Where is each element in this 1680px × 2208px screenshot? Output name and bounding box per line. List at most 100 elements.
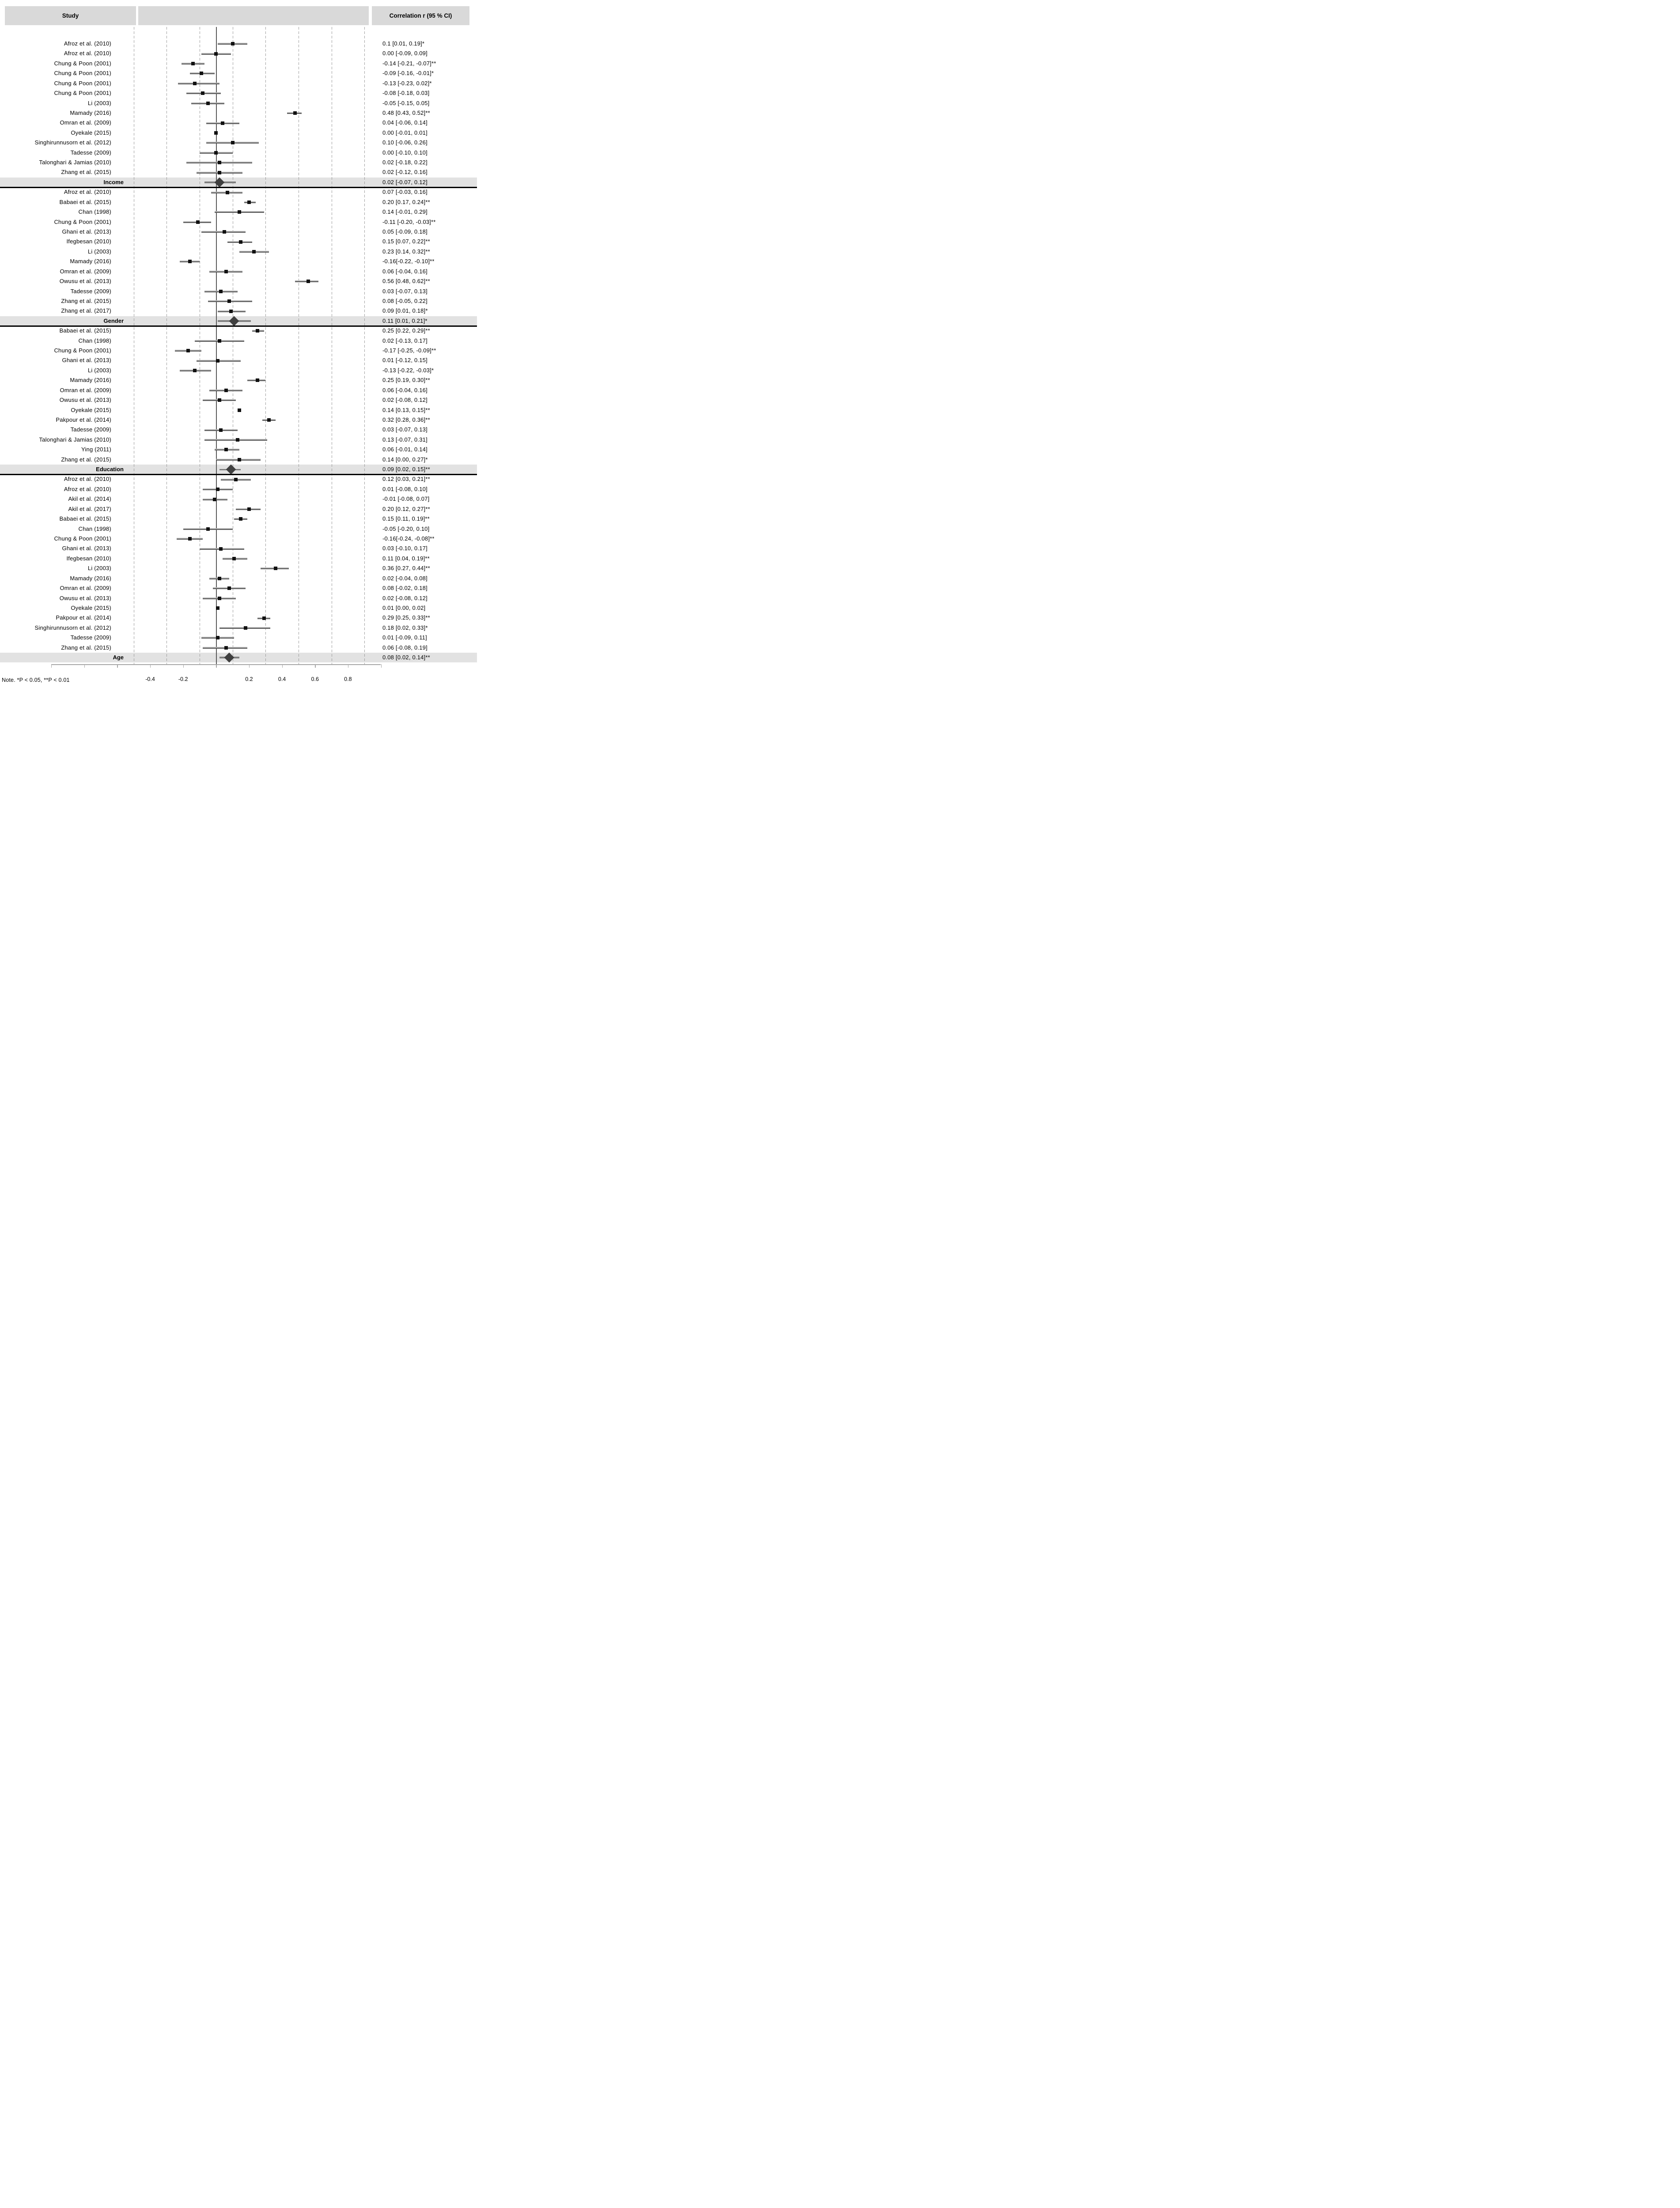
effect-label: 0.00 [-0.10, 0.10] (382, 149, 428, 156)
effect-marker (219, 289, 223, 293)
effect-marker (237, 210, 241, 214)
effect-label: 0.56 [0.48, 0.62]** (382, 278, 430, 285)
effect-marker (217, 170, 221, 174)
study-name: Zhang et al. (2015) (61, 297, 111, 304)
effect-label: 0.02 [-0.13, 0.17] (382, 337, 428, 344)
study-row: Singhirunnusorn et al. (2012) 0.18 [0.02,… (0, 623, 477, 633)
effect-marker (231, 141, 235, 145)
effect-label: -0.13 [-0.23, 0.02]* (382, 79, 432, 87)
study-name: Mamady (2016) (70, 109, 111, 116)
effect-label: 0.00 [-0.09, 0.09] (382, 50, 428, 57)
study-name: Babaei et al. (2015) (59, 327, 111, 334)
study-row: Chan (1998) 0.02 [-0.13, 0.17] (0, 336, 477, 346)
column-header-correlation: Correlation r (95 % CI) (372, 6, 469, 25)
study-row: Zhang et al. (2015) 0.02 [-0.12, 0.16] (0, 167, 477, 177)
study-name: Ghani et al. (2013) (62, 357, 111, 364)
effect-marker (306, 280, 310, 284)
effect-label: 0.11 [0.04, 0.19]** (382, 555, 430, 562)
gridline (265, 27, 266, 664)
effect-label: 0.29 [0.25, 0.33]** (382, 614, 430, 621)
study-name: Zhang et al. (2017) (61, 307, 111, 314)
effect-marker (216, 636, 220, 640)
study-row: Oyekale (2015) 0.01 [0.00, 0.02] (0, 603, 477, 613)
study-row: Owusu et al. (2013) 0.02 [-0.08, 0.12] (0, 594, 477, 603)
effect-marker (221, 121, 225, 125)
study-row: Tadesse (2009) 0.03 [-0.07, 0.13] (0, 287, 477, 296)
study-row: Afroz et al. (2010) 0.01 [-0.08, 0.10] (0, 484, 477, 494)
study-row: Ifegbesan (2010) 0.15 [0.07, 0.22]** (0, 237, 477, 246)
effect-marker (235, 438, 239, 442)
effect-label: -0.05 [-0.20, 0.10] (382, 525, 430, 532)
section-label: Gender (103, 317, 124, 324)
effect-label: 0.03 [-0.07, 0.13] (382, 287, 428, 295)
study-name: Chung & Poon (2001) (54, 347, 111, 354)
effect-marker (224, 388, 228, 392)
study-name: Talonghari & Jamias (2010) (39, 436, 111, 443)
effect-marker (188, 537, 192, 541)
study-name: Oyekale (2015) (71, 406, 111, 413)
effect-label: 0.09 [0.01, 0.18]* (382, 307, 428, 314)
section-label: Education (96, 466, 124, 473)
x-axis-line (51, 664, 381, 665)
study-name: Oyekale (2015) (71, 604, 111, 611)
study-row: Chan (1998) -0.05 [-0.20, 0.10] (0, 524, 477, 534)
summary-diamond (229, 316, 239, 326)
effect-marker (237, 408, 241, 412)
effect-marker (199, 72, 203, 76)
section-label: Age (113, 654, 124, 661)
effect-marker (232, 557, 236, 561)
summary-row: Education 0.09 [0.02, 0.15]** (0, 464, 477, 476)
effect-marker (293, 111, 297, 115)
study-name: Owusu et al. (2013) (59, 278, 111, 285)
effect-marker (247, 507, 251, 511)
study-row: Chung & Poon (2001) -0.16[-0.24, -0.08]** (0, 534, 477, 544)
effect-label: 0.25 [0.22, 0.29]** (382, 327, 430, 334)
study-row: Ifegbesan (2010) 0.11 [0.04, 0.19]** (0, 554, 477, 563)
study-row: Ghani et al. (2013) 0.03 [-0.10, 0.17] (0, 544, 477, 553)
section-separator (0, 325, 477, 327)
study-row: Omran et al. (2009) 0.06 [-0.04, 0.16] (0, 386, 477, 395)
x-axis-tick (282, 664, 283, 668)
effect-marker (267, 418, 271, 422)
effect-label: 0.06 [-0.04, 0.16] (382, 268, 428, 275)
effect-label: 0.01 [-0.12, 0.15] (382, 357, 428, 364)
study-row: Akil et al. (2017) 0.20 [0.12, 0.27]** (0, 504, 477, 514)
effect-label: 0.03 [-0.07, 0.13] (382, 426, 428, 433)
effect-marker (214, 151, 218, 155)
study-name: Babaei et al. (2015) (59, 515, 111, 522)
study-name: Omran et al. (2009) (60, 119, 111, 126)
effect-marker (255, 329, 259, 333)
effect-marker (234, 477, 238, 481)
study-row: Chung & Poon (2001) -0.13 [-0.23, 0.02]* (0, 79, 477, 88)
study-row: Afroz et al. (2010) 0.07 [-0.03, 0.16] (0, 187, 477, 197)
effect-label: 0.04 [-0.06, 0.14] (382, 119, 428, 126)
effect-marker (244, 626, 248, 630)
effect-marker (206, 101, 210, 105)
study-name: Chung & Poon (2001) (54, 535, 111, 542)
effect-marker (214, 52, 218, 56)
study-name: Mamady (2016) (70, 377, 111, 384)
summary-band (0, 177, 477, 188)
study-name: Omran et al. (2009) (60, 386, 111, 393)
study-name: Zhang et al. (2015) (61, 644, 111, 651)
study-row: Owusu et al. (2013) 0.02 [-0.08, 0.12] (0, 395, 477, 405)
effect-marker (239, 517, 243, 521)
study-name: Chung & Poon (2001) (54, 60, 111, 67)
effect-label: -0.09 [-0.16, -0.01]* (382, 70, 434, 77)
study-name: Afroz et al. (2010) (64, 476, 111, 483)
effect-label: -0.16[-0.24, -0.08]** (382, 535, 435, 542)
study-name: Ifegbesan (2010) (66, 555, 111, 562)
summary-diamond (214, 177, 225, 188)
study-name: Chan (1998) (78, 208, 111, 216)
study-name: Chung & Poon (2001) (54, 70, 111, 77)
effect-label: 0.02 [-0.12, 0.16] (382, 169, 428, 176)
effect-marker (206, 527, 210, 531)
effect-label: 0.06 [-0.04, 0.16] (382, 386, 428, 393)
summary-diamond (226, 464, 236, 475)
effect-label: 0.36 [0.27, 0.44]** (382, 565, 430, 572)
effect-label: 0.02 [-0.08, 0.12] (382, 397, 428, 404)
section-label: Income (103, 178, 124, 185)
study-row: Afroz et al. (2010) 0.00 [-0.09, 0.09] (0, 49, 477, 58)
effect-label: 0.01 [-0.08, 0.10] (382, 485, 428, 492)
study-row: Akil et al. (2014) -0.01 [-0.08, 0.07] (0, 494, 477, 504)
